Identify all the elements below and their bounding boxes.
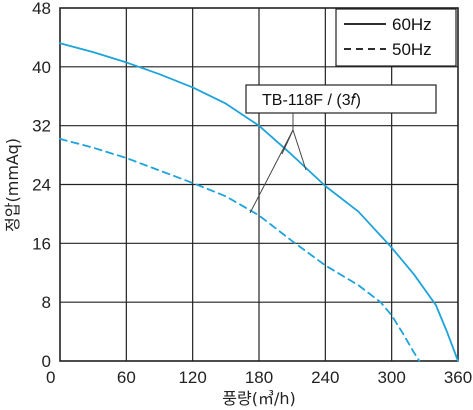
series-line-60hz (59, 42, 459, 362)
x-axis-title: 풍량(㎥/h) (222, 389, 295, 408)
model-annotation: TB-118F / (3𝑓) (245, 84, 437, 214)
x-tick-label: 240 (311, 368, 339, 387)
legend-box (335, 8, 457, 67)
series-lines (59, 42, 459, 362)
y-tick-label: 24 (32, 176, 51, 195)
series-line-50hz (59, 137, 421, 362)
legend-label-60hz: 60Hz (392, 15, 432, 34)
x-tick-label: 180 (245, 368, 273, 387)
annotation-leader-to-50hz (249, 129, 294, 214)
y-tick-label: 0 (42, 352, 51, 371)
x-tick-label: 0 (46, 368, 55, 387)
y-axis-title: 정압(mmAq) (3, 138, 22, 232)
y-tick-label: 32 (32, 117, 51, 136)
x-tick-labels: 0 60 120 180 240 300 360 (46, 368, 472, 387)
y-tick-label: 16 (32, 234, 51, 253)
annotation-label: TB-118F / (3𝑓) (262, 92, 361, 109)
annotation-box (245, 84, 437, 114)
y-tick-label: 8 (42, 293, 51, 312)
y-tick-label: 48 (32, 0, 51, 18)
x-tick-label: 360 (444, 368, 472, 387)
y-tick-label: 40 (32, 58, 51, 77)
x-tick-label: 300 (377, 368, 405, 387)
annotation-leader-to-60hz-b (292, 129, 307, 171)
legend-label-50hz: 50Hz (392, 40, 432, 59)
y-tick-labels: 0 8 16 24 32 40 48 (32, 0, 51, 371)
x-tick-label: 120 (178, 368, 206, 387)
legend: 60Hz 50Hz (335, 8, 457, 67)
x-tick-label: 60 (117, 368, 136, 387)
